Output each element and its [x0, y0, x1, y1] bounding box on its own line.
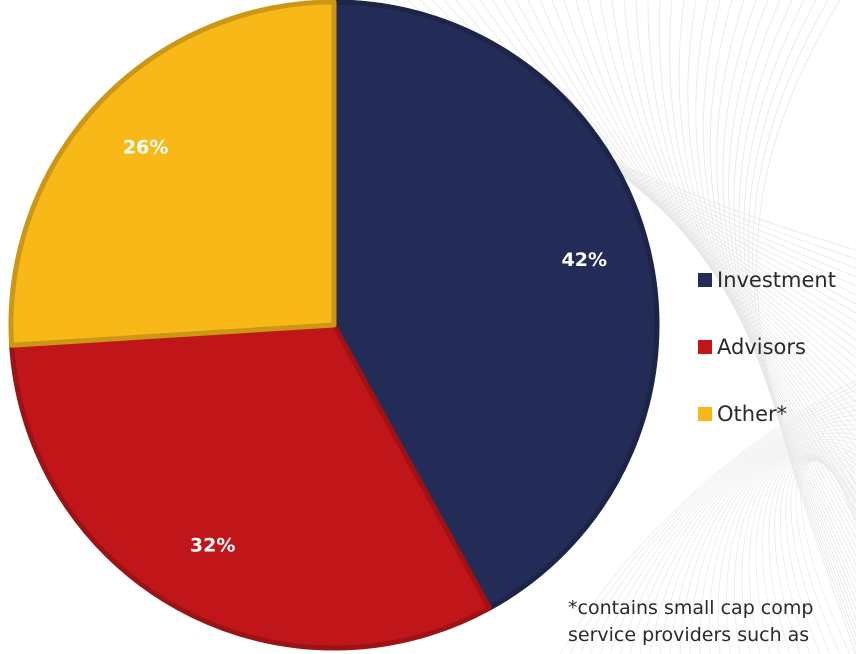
background-line [629, 414, 856, 654]
background-line [734, 449, 856, 654]
background-line [659, 428, 856, 654]
background-line [741, 451, 856, 654]
legend-swatch-investment [698, 272, 712, 287]
background-line [709, 0, 856, 575]
legend-label-other: Other* [717, 401, 788, 426]
background-line [669, 432, 856, 654]
legend-swatch-other [698, 406, 712, 421]
background-line [669, 0, 856, 530]
footnote-line-1: *contains small cap comp [568, 597, 814, 619]
pie-slice-investment [331, 0, 660, 611]
background-line [647, 0, 856, 512]
background-line [689, 439, 856, 654]
background-line [589, 394, 856, 654]
background-line [755, 454, 856, 654]
background-line [747, 0, 856, 638]
legend-item-advisors: Advisors [698, 333, 836, 360]
legend-item-investment: Investment [698, 266, 836, 293]
legend-item-other: Other* [698, 400, 836, 427]
background-line [708, 444, 856, 654]
background-line [752, 0, 856, 647]
background-line [738, 0, 856, 620]
slice-label-advisors: 32% [190, 534, 235, 556]
background-line [639, 419, 856, 654]
background-line [563, 0, 856, 449]
background-line [619, 409, 856, 654]
pie-slice-advisors [9, 322, 493, 651]
background-line [569, 384, 856, 654]
background-line [635, 0, 856, 503]
background-line [575, 0, 856, 458]
background-line [716, 0, 856, 584]
background-line [611, 0, 856, 485]
legend-label-advisors: Advisors [717, 334, 806, 359]
pie-slices [8, 0, 660, 651]
background-line [762, 455, 856, 654]
background-line [795, 459, 856, 654]
background-line [790, 459, 856, 654]
background-line [728, 0, 856, 602]
background-line [658, 0, 856, 521]
background-line [551, 0, 856, 440]
background-line [679, 435, 856, 654]
background-line [579, 389, 856, 654]
pie-slice-labels: 42% 32% 26% [123, 137, 607, 557]
background-line [702, 0, 856, 566]
legend-swatch-advisors [698, 339, 712, 354]
legend: Investment Advisors Other* [698, 266, 836, 427]
background-line [785, 458, 856, 654]
background-line [726, 448, 856, 654]
background-line [743, 0, 856, 629]
slice-label-other: 26% [123, 137, 168, 159]
background-line [780, 457, 856, 654]
background-line [559, 379, 856, 654]
background-line [599, 399, 856, 654]
background-line [800, 460, 856, 654]
slice-label-investment: 42% [562, 249, 607, 271]
background-line [695, 0, 856, 557]
footnote-line-2: service providers such as [568, 624, 810, 646]
background-line [717, 446, 856, 654]
legend-label-investment: Investment [717, 267, 836, 292]
background-line [768, 456, 856, 654]
pie-slice-other [8, 0, 337, 348]
background-line [587, 0, 856, 467]
background-line [687, 0, 856, 548]
background-line [699, 441, 856, 654]
background-line [774, 457, 856, 654]
background-line [756, 0, 856, 654]
background-line [748, 452, 856, 654]
footnote: *contains small cap comp service provide… [568, 595, 813, 649]
background-line [649, 424, 856, 654]
background-line [722, 0, 856, 593]
background-line [733, 0, 856, 611]
background-line [609, 404, 856, 654]
